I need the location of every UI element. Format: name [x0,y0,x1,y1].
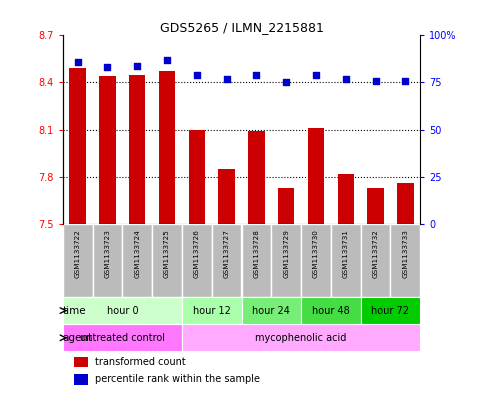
Bar [122,224,152,297]
Point [163,57,171,63]
Point [372,77,380,84]
Bar [182,297,242,324]
Text: GSM1133725: GSM1133725 [164,230,170,279]
Text: GSM1133733: GSM1133733 [402,230,408,279]
Bar [361,297,420,324]
Bar [338,173,354,224]
Text: GSM1133722: GSM1133722 [75,230,81,279]
Point [282,79,290,86]
Text: GSM1133727: GSM1133727 [224,230,229,279]
Point [312,72,320,78]
Text: hour 48: hour 48 [312,306,350,316]
Text: GSM1133729: GSM1133729 [283,230,289,279]
Bar [218,169,235,224]
Title: GDS5265 / ILMN_2215881: GDS5265 / ILMN_2215881 [159,21,324,34]
Bar [271,224,301,297]
Text: untreated control: untreated control [80,333,165,343]
Text: transformed count: transformed count [95,357,185,367]
Bar [331,224,361,297]
Point [342,75,350,82]
Bar [159,72,175,224]
Bar [397,183,413,224]
Text: agent: agent [62,333,92,343]
Bar [189,130,205,224]
Text: hour 0: hour 0 [107,306,138,316]
Bar [63,224,93,297]
Text: hour 72: hour 72 [371,306,410,316]
Bar [301,224,331,297]
Bar [242,224,271,297]
Point [74,59,82,65]
Text: hour 12: hour 12 [193,306,231,316]
Text: time: time [62,306,86,316]
Point [133,62,141,69]
Point [193,72,201,78]
Point [104,64,112,70]
Bar [242,297,301,324]
Text: GSM1133730: GSM1133730 [313,230,319,279]
Bar [152,224,182,297]
Bar [182,224,212,297]
Point [401,77,409,84]
Text: mycophenolic acid: mycophenolic acid [256,333,347,343]
Bar [63,297,182,324]
Bar [129,75,145,224]
Bar [301,297,361,324]
Bar [99,76,115,224]
Bar [182,324,420,351]
Bar [248,131,265,224]
Text: GSM1133732: GSM1133732 [372,230,379,279]
Bar [93,224,122,297]
Text: GSM1133731: GSM1133731 [343,230,349,279]
Text: GSM1133726: GSM1133726 [194,230,200,279]
Text: percentile rank within the sample: percentile rank within the sample [95,374,260,384]
Bar [308,128,324,224]
Text: GSM1133728: GSM1133728 [254,230,259,279]
Bar [278,187,294,224]
Text: GSM1133723: GSM1133723 [104,230,111,279]
Bar [73,374,88,384]
Point [223,75,230,82]
Bar [70,68,86,224]
Bar [73,357,88,367]
Point [253,72,260,78]
Bar [212,224,242,297]
Text: hour 24: hour 24 [252,306,290,316]
Bar [361,224,390,297]
Bar [63,324,182,351]
Bar [368,187,384,224]
Text: GSM1133724: GSM1133724 [134,230,140,279]
Bar [390,224,420,297]
